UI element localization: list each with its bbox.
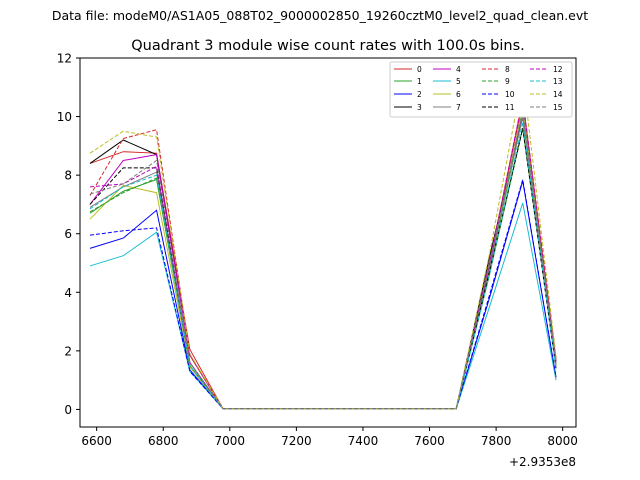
legend-label-9: 9 — [505, 77, 510, 86]
legend-label-14: 14 — [553, 90, 563, 99]
suptitle: Data file: modeM0/AS1A05_088T02_90000028… — [52, 8, 588, 23]
x-tick-label-5: 7600 — [414, 434, 445, 448]
y-axis: 0 2 4 6 8 10 12 — [57, 52, 80, 417]
legend-label-1: 1 — [417, 77, 422, 86]
series-line-13 — [89, 122, 557, 410]
legend-label-2: 2 — [417, 90, 422, 99]
legend-box — [389, 61, 573, 118]
x-tick-label-0: 6600 — [81, 434, 112, 448]
y-tick-label-6: 12 — [57, 52, 72, 66]
series-layer — [89, 75, 557, 410]
y-tick-label-4: 8 — [64, 169, 72, 183]
x-tick-label-7: 8000 — [547, 434, 578, 448]
plot-frame — [79, 57, 577, 428]
x-tick-label-6: 7800 — [481, 434, 512, 448]
legend-label-0: 0 — [417, 65, 422, 74]
x-offset-label: +2.9353e8 — [509, 455, 576, 469]
legend-label-4: 4 — [456, 65, 461, 74]
series-line-10 — [89, 179, 557, 410]
y-tick-label-5: 10 — [57, 110, 72, 124]
legend-label-3: 3 — [417, 103, 422, 112]
legend-label-8: 8 — [505, 65, 510, 74]
x-tick-label-2: 7000 — [215, 434, 246, 448]
legend-label-5: 5 — [456, 77, 461, 86]
series-line-12 — [89, 98, 557, 410]
legend-label-11: 11 — [505, 103, 515, 112]
series-line-2 — [89, 180, 557, 410]
y-tick-label-3: 6 — [64, 227, 72, 241]
series-line-8 — [89, 98, 557, 410]
y-tick-label-0: 0 — [64, 403, 72, 417]
legend-label-10: 10 — [505, 90, 515, 99]
x-tick-label-3: 7200 — [281, 434, 312, 448]
series-line-0 — [89, 101, 557, 410]
y-tick-label-2: 4 — [64, 286, 72, 300]
legend-label-7: 7 — [456, 103, 461, 112]
legend-label-6: 6 — [456, 90, 461, 99]
x-axis: 6600 6800 7000 7200 7400 7600 7800 8000 — [81, 427, 578, 448]
series-line-14 — [89, 75, 557, 410]
legend-label-12: 12 — [553, 65, 563, 74]
legend-label-15: 15 — [553, 103, 563, 112]
x-tick-label-1: 6800 — [148, 434, 179, 448]
y-tick-label-1: 2 — [64, 344, 72, 358]
chart-title: Quadrant 3 module wise count rates with … — [131, 38, 525, 54]
series-line-5 — [89, 202, 557, 410]
legend-label-13: 13 — [553, 77, 563, 86]
x-tick-label-4: 7400 — [348, 434, 379, 448]
